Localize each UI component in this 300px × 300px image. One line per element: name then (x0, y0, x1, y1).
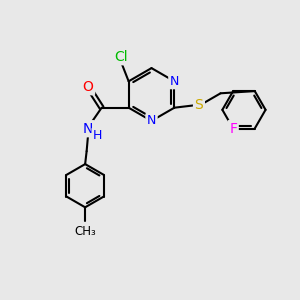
Text: N: N (170, 75, 179, 88)
Text: H: H (92, 129, 102, 142)
Text: CH₃: CH₃ (74, 225, 96, 238)
Text: Cl: Cl (114, 50, 128, 64)
Text: N: N (83, 122, 93, 136)
Text: S: S (195, 98, 203, 112)
Text: F: F (229, 122, 237, 136)
Text: O: O (83, 80, 94, 94)
Text: N: N (147, 114, 156, 128)
